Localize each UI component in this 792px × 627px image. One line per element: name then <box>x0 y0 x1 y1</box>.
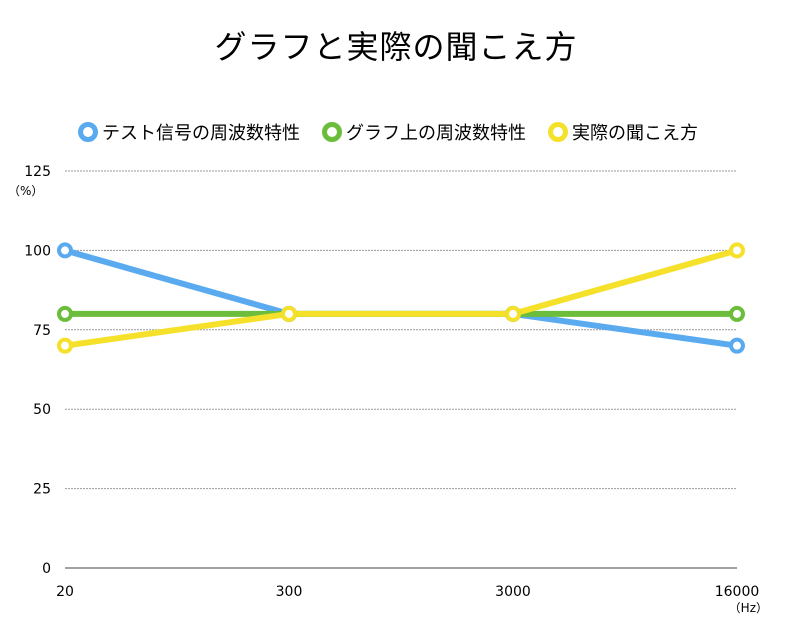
legend-label-test-signal: テスト信号の周波数特性 <box>102 123 300 144</box>
data-point-series-1 <box>729 305 745 322</box>
x-tick-label: 3000 <box>495 584 531 600</box>
y-tick-label: 100 <box>24 243 51 259</box>
data-point-series-2 <box>281 305 297 322</box>
x-axis-unit: （Hz） <box>729 601 768 615</box>
data-point-series-0 <box>57 242 73 259</box>
data-point-series-2 <box>729 242 745 259</box>
y-tick-label: 50 <box>33 402 51 418</box>
legend-marker-graph <box>322 122 342 142</box>
y-tick-label: 75 <box>33 323 51 339</box>
x-tick-label: 20 <box>56 584 74 600</box>
data-point-series-0 <box>729 337 745 354</box>
series-line-2 <box>62 247 740 349</box>
data-point-series-2 <box>505 305 521 322</box>
legend-marker-actual <box>548 122 568 142</box>
legend: テスト信号の周波数特性 グラフ上の周波数特性 実際の聞こえ方 <box>78 118 720 146</box>
data-point-series-2 <box>57 337 73 354</box>
y-tick-label: 25 <box>33 482 51 498</box>
legend-marker-test-signal <box>78 122 98 142</box>
legend-item-actual: 実際の聞こえ方 <box>548 119 698 145</box>
data-point-series-1 <box>57 305 73 322</box>
y-axis-unit: （%） <box>8 184 43 198</box>
x-tick-label: 300 <box>276 584 303 600</box>
y-tick-label: 125 <box>24 164 51 180</box>
legend-label-graph: グラフ上の周波数特性 <box>346 123 526 144</box>
legend-label-actual: 実際の聞こえ方 <box>572 123 698 144</box>
legend-item-test-signal: テスト信号の周波数特性 <box>78 119 300 145</box>
chart-title: グラフと実際の聞こえ方 <box>214 28 578 66</box>
y-tick-label: 0 <box>42 561 51 577</box>
legend-item-graph: グラフ上の周波数特性 <box>322 119 526 145</box>
x-tick-label: 16000 <box>715 584 760 600</box>
